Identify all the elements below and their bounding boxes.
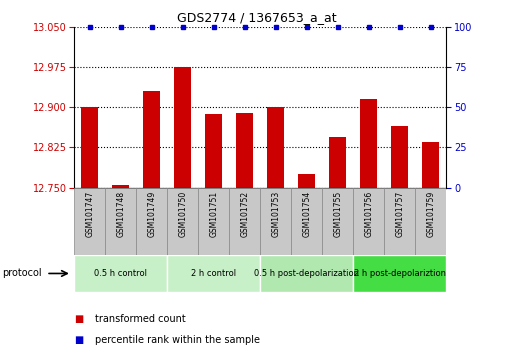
Bar — [205, 114, 222, 188]
Bar — [167, 255, 260, 292]
Text: GSM101752: GSM101752 — [241, 191, 249, 237]
Text: 2 h post-depolariztion: 2 h post-depolariztion — [354, 269, 446, 278]
Text: GSM101756: GSM101756 — [364, 191, 373, 237]
Bar — [74, 188, 105, 255]
Bar — [353, 188, 384, 255]
Text: transformed count: transformed count — [95, 314, 186, 324]
Bar — [260, 255, 353, 292]
Text: percentile rank within the sample: percentile rank within the sample — [95, 335, 260, 345]
Bar — [416, 188, 446, 255]
Bar — [174, 67, 191, 188]
Bar — [199, 188, 229, 255]
Text: 2 h control: 2 h control — [191, 269, 236, 278]
Text: GDS2774 / 1367653_a_at: GDS2774 / 1367653_a_at — [176, 11, 337, 24]
Bar — [136, 188, 167, 255]
Bar — [143, 91, 161, 188]
Text: GSM101759: GSM101759 — [426, 191, 436, 237]
Bar — [74, 255, 167, 292]
Text: GSM101747: GSM101747 — [85, 191, 94, 237]
Bar — [422, 142, 439, 188]
Bar — [112, 185, 129, 188]
Text: GSM101749: GSM101749 — [147, 191, 156, 237]
Text: 0.5 h control: 0.5 h control — [94, 269, 147, 278]
Bar — [391, 126, 408, 188]
Text: GSM101755: GSM101755 — [333, 191, 342, 237]
Bar — [82, 107, 98, 188]
Bar — [236, 113, 253, 188]
Text: GSM101750: GSM101750 — [179, 191, 187, 237]
Text: GSM101751: GSM101751 — [209, 191, 219, 237]
Bar — [260, 188, 291, 255]
Bar — [360, 99, 378, 188]
Text: 0.5 h post-depolarization: 0.5 h post-depolarization — [254, 269, 359, 278]
Bar — [267, 107, 284, 188]
Bar — [329, 137, 346, 188]
Text: ■: ■ — [74, 335, 84, 345]
Text: ■: ■ — [74, 314, 84, 324]
Bar — [229, 188, 260, 255]
Text: GSM101753: GSM101753 — [271, 191, 280, 237]
Bar — [353, 255, 446, 292]
Bar — [384, 188, 416, 255]
Bar — [291, 188, 322, 255]
Bar — [167, 188, 199, 255]
Bar — [105, 188, 136, 255]
Text: GSM101754: GSM101754 — [302, 191, 311, 237]
Text: GSM101748: GSM101748 — [116, 191, 125, 237]
Text: GSM101757: GSM101757 — [396, 191, 404, 237]
Text: protocol: protocol — [3, 268, 42, 279]
Bar — [322, 188, 353, 255]
Bar — [299, 174, 315, 188]
